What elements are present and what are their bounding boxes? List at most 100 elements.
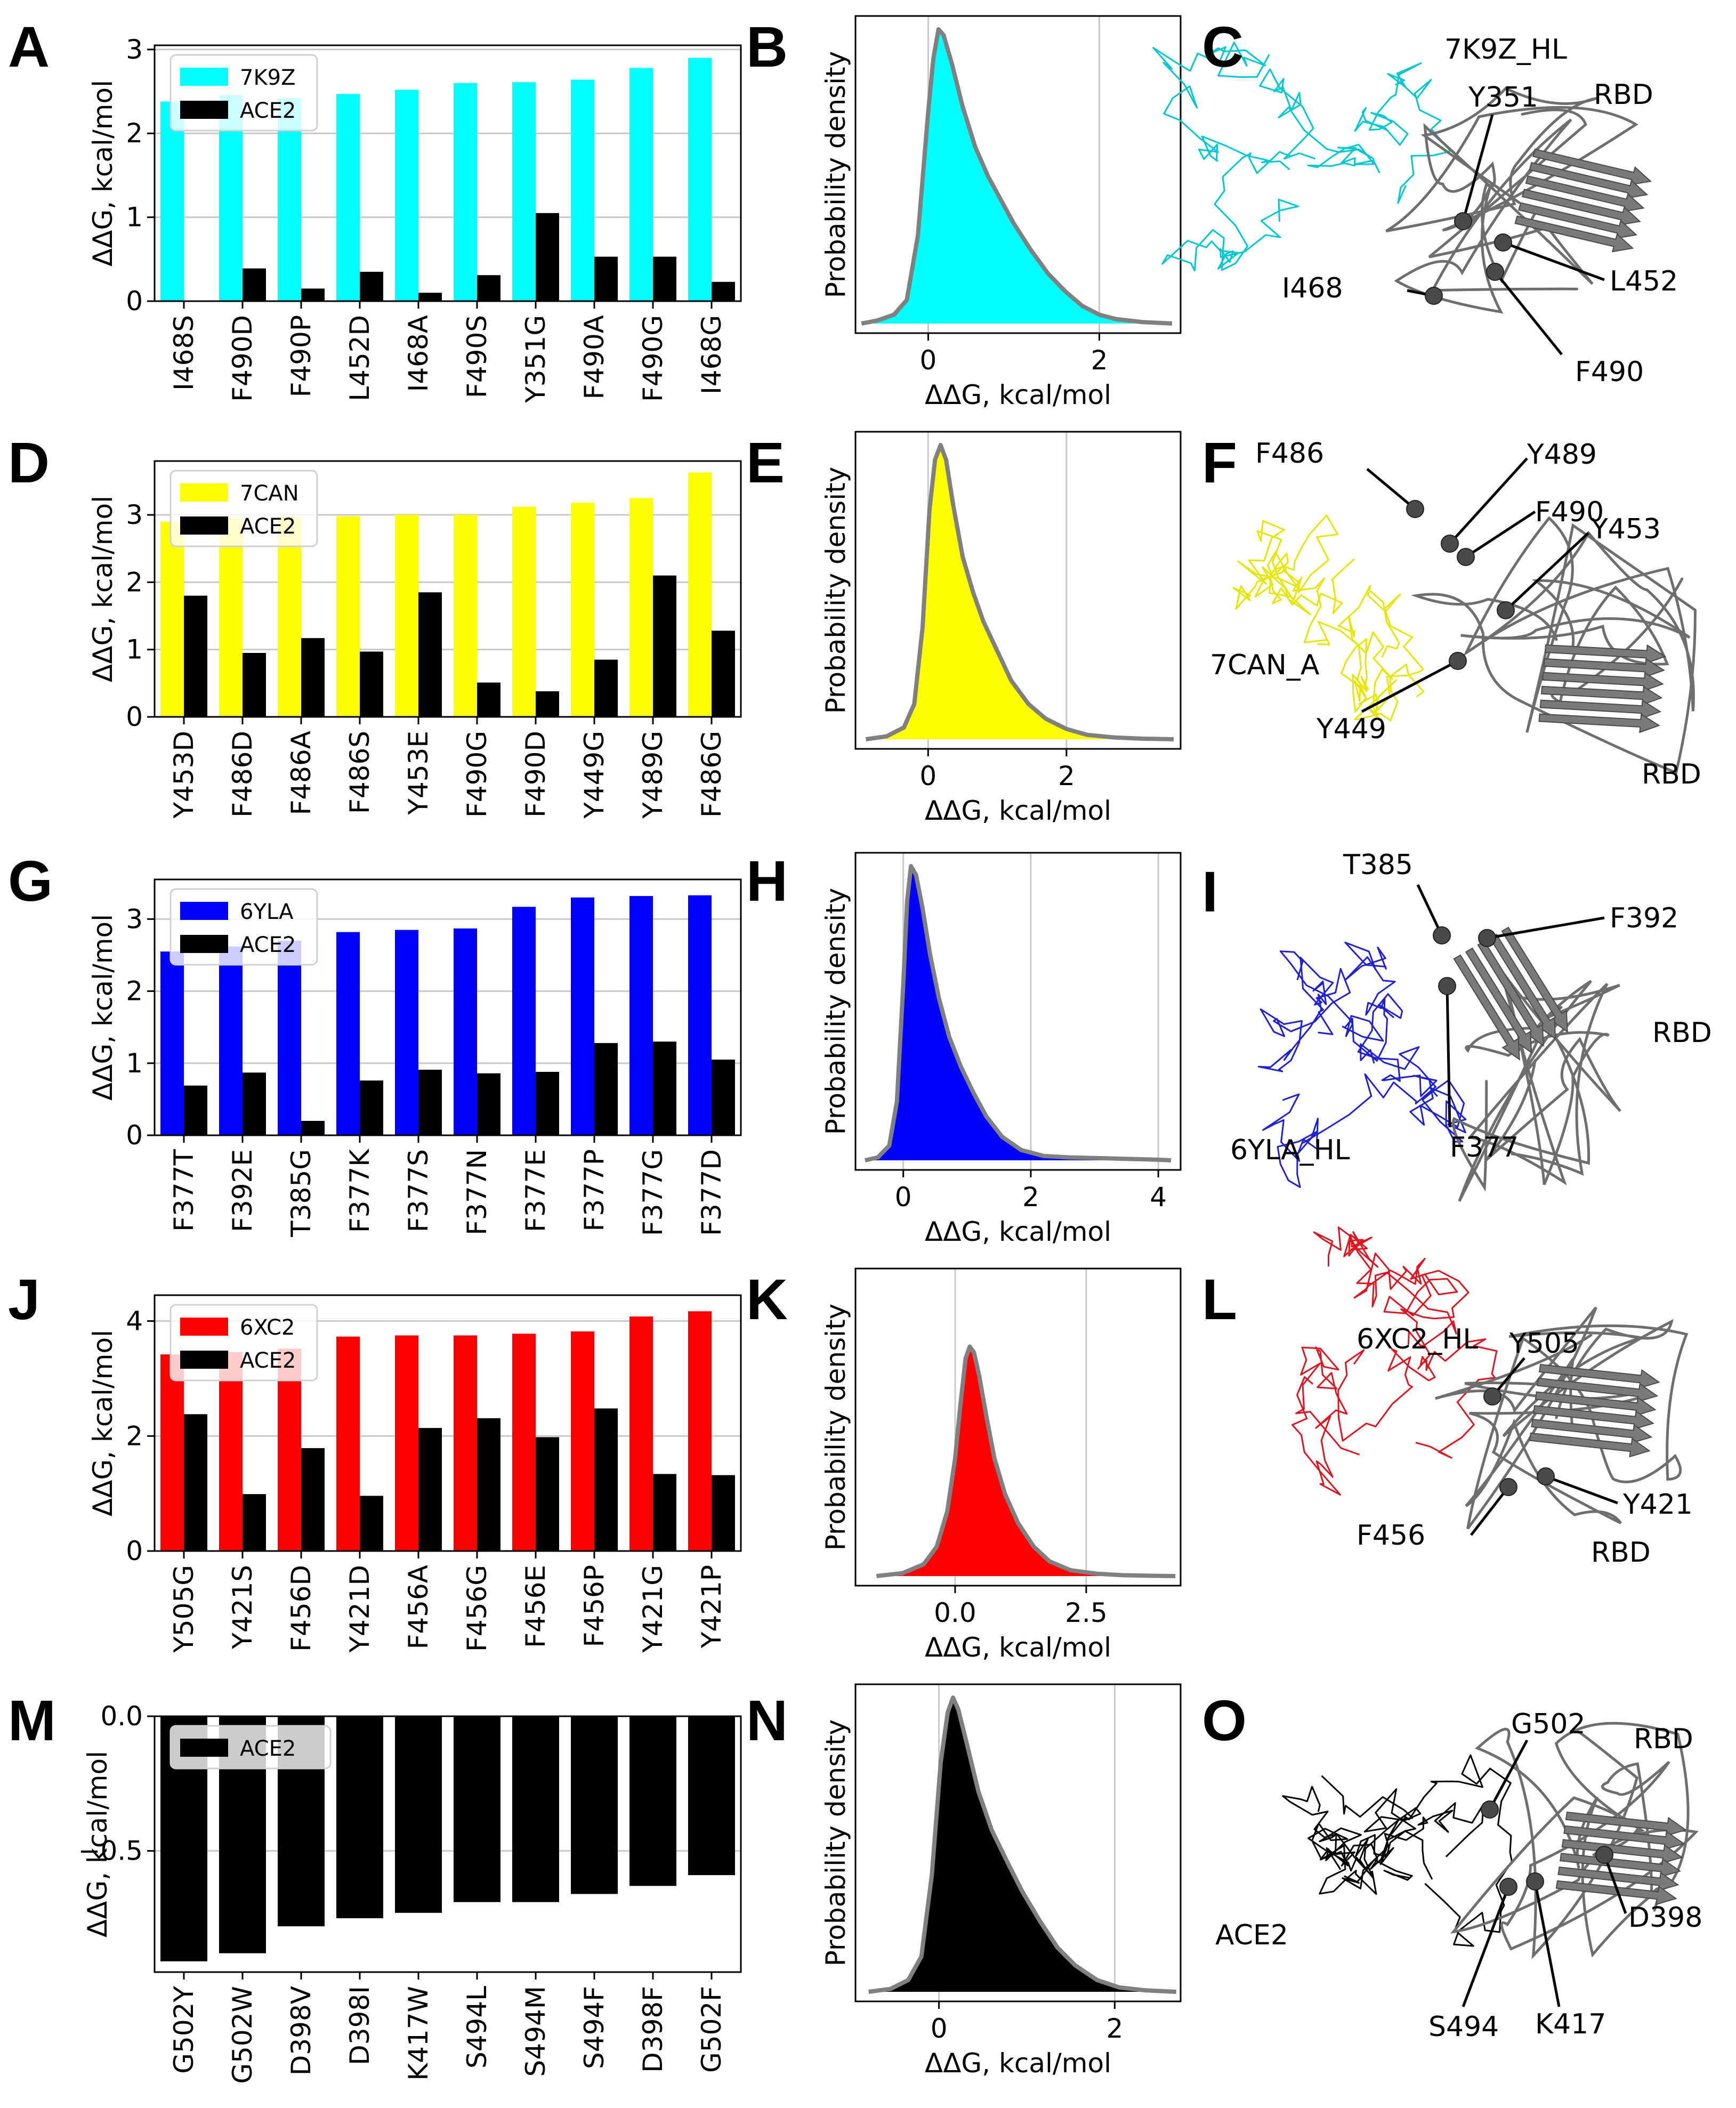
residue-sphere-O-D398 [1595, 1846, 1613, 1864]
chain-trace-O [1319, 1827, 1413, 1889]
bar-G-6YLA-F377T [160, 951, 184, 1135]
legend-label-G-ACE2: ACE2 [240, 933, 296, 957]
beta-strand [1542, 672, 1664, 692]
beta-strand [1533, 1405, 1654, 1430]
bar-J-6XC2-Y421G [629, 1316, 653, 1551]
residue-leader-C-F490 [1494, 271, 1563, 356]
bar-J-6XC2-Y421P [688, 1311, 712, 1551]
beta-strand [1489, 933, 1556, 1040]
residue-leader-C-L452 [1503, 241, 1605, 281]
ytick-label-J: 0 [126, 1536, 143, 1566]
axes-frame-K [854, 1267, 1182, 1587]
bar-A-ACE2-I468G [712, 281, 735, 301]
beta-strand [1560, 1853, 1681, 1878]
beta-strand [1535, 1391, 1657, 1417]
ytick-label-A: 2 [126, 118, 143, 149]
residue-label-L-F456: F456 [1356, 1520, 1425, 1552]
residue-sphere-F-F490 [1457, 548, 1475, 566]
xtick-label-J-F456E: F456E [520, 1565, 551, 1648]
ylabel-M: ΔΔG, kcal/mol [82, 1751, 113, 1937]
xtick-label-J-F456P: F456P [579, 1565, 610, 1647]
bar-D-7CAN-F486S [336, 516, 360, 717]
density-line-B [861, 27, 1173, 326]
xtick-label-K: 2.5 [1065, 1597, 1108, 1628]
rbd-coil-I [1451, 980, 1620, 1202]
bar-J-ACE2-Y421G [653, 1474, 676, 1551]
bar-J-6XC2-Y505G [160, 1354, 184, 1551]
legend-swatch-D-7CAN [180, 483, 228, 502]
rbd-sheets-O [1555, 1811, 1687, 1905]
bar-D-7CAN-F490G [454, 515, 477, 717]
ytick-label-M: −0.5 [78, 1836, 143, 1867]
panel-letters: A B C D E F G H I J K L M N O [8, 14, 1247, 1752]
panel-label-D: D [8, 430, 50, 495]
bar-J-ACE2-Y421D [360, 1496, 383, 1551]
rbd-coil-C [1423, 108, 1594, 285]
beta-strand [1539, 699, 1662, 720]
bar-D-ACE2-F486A [301, 638, 325, 717]
residue-sphere-O-K417 [1526, 1872, 1544, 1891]
chain-trace-I [1279, 941, 1396, 1062]
ytick-label-D: 0 [126, 701, 143, 732]
xtick-label-A-F490A: F490A [579, 315, 610, 399]
beta-strand [1555, 1880, 1677, 1905]
bar-J-6XC2-F456E [512, 1334, 536, 1551]
ytick-label-D: 3 [126, 499, 143, 530]
xtick-label-M-S494F: S494F [579, 1986, 610, 2069]
residue-label-F-Y453: Y453 [1590, 513, 1661, 545]
residue-label-F-Y449: Y449 [1316, 713, 1386, 745]
legend-J: 6XC2 ACE2 [169, 1304, 318, 1382]
legend-D: 7CAN ACE2 [169, 470, 318, 547]
xtick-label-M-D398F: D398F [637, 1986, 668, 2073]
xtick-label-N: 0 [931, 2013, 948, 2044]
bar-J-ACE2-F456P [594, 1408, 618, 1551]
chain-trace-C [1259, 68, 1380, 173]
chain-trace-C [1152, 42, 1290, 171]
xtick-label-G-F377D: F377D [696, 1149, 727, 1236]
residue-leader-O-K417 [1533, 1881, 1561, 2007]
bar-D-ACE2-F486S [360, 651, 383, 717]
residue-label-C-F490: F490 [1575, 356, 1644, 388]
bar-G-6YLA-F377D [688, 895, 712, 1135]
bar-G-ACE2-F377S [418, 1069, 442, 1135]
ylabel-K: Probability density [820, 1304, 851, 1551]
residue-sphere-F-Y449 [1449, 652, 1467, 670]
density-area-B [861, 29, 1172, 324]
bar-D-7CAN-F486D [219, 518, 243, 717]
bar-M-ACE2-S494F [571, 1716, 618, 1894]
chain-trace-I [1262, 1043, 1436, 1188]
residue-leader-O-D398 [1603, 1854, 1627, 1914]
panel-label-F: F [1202, 430, 1237, 495]
chain-label-I: 6YLA_HL [1230, 1134, 1350, 1166]
residue-label-O-G502: G502 [1511, 1708, 1586, 1740]
chain-trace-O [1307, 1788, 1433, 1895]
xtick-label-M-G502F: G502F [696, 1986, 727, 2073]
panel-label-E: E [746, 430, 785, 495]
legend-swatch-D-ACE2 [180, 516, 228, 535]
residue-label-F-F486: F486 [1255, 438, 1324, 470]
panel-label-A: A [8, 14, 50, 79]
chain-label-O: ACE2 [1215, 1919, 1288, 1951]
xtick-label-D-Y453E: Y453E [403, 731, 434, 815]
rbd-label-F: RBD [1642, 758, 1701, 790]
legend-label-J-6XC2: 6XC2 [240, 1315, 295, 1340]
xtick-label-J-Y421P: Y421P [696, 1565, 727, 1649]
xlabel-B: ΔΔG, kcal/mol [925, 379, 1111, 410]
legend-A: 7K9Z ACE2 [169, 54, 318, 132]
legend-swatch-M-ACE2 [180, 1739, 228, 1757]
xtick-label-A-I468G: I468G [696, 315, 727, 394]
bar-chart-M: ACE2 −0.5 0.0 G502Y G502W D398V D398I K417W S494… [78, 1701, 742, 2084]
panel-label-B: B [746, 14, 788, 79]
beta-strand [1453, 954, 1520, 1061]
residue-leader-F-F490 [1465, 510, 1536, 559]
residue-sphere-F-Y489 [1441, 535, 1459, 553]
chain-label-F: 7CAN_A [1210, 649, 1320, 681]
xtick-label-M-K417W: K417W [403, 1986, 434, 2081]
bar-A-7K9Z-F490S [454, 83, 477, 301]
bar-J-ACE2-F456D [301, 1448, 325, 1551]
ylabel-N: Probability density [820, 1719, 851, 1967]
beta-strand [1565, 1811, 1687, 1837]
bar-J-6XC2-F456A [395, 1335, 418, 1551]
legend-label-A-ACE2: ACE2 [240, 99, 296, 123]
rbd-coil-F [1411, 516, 1697, 775]
